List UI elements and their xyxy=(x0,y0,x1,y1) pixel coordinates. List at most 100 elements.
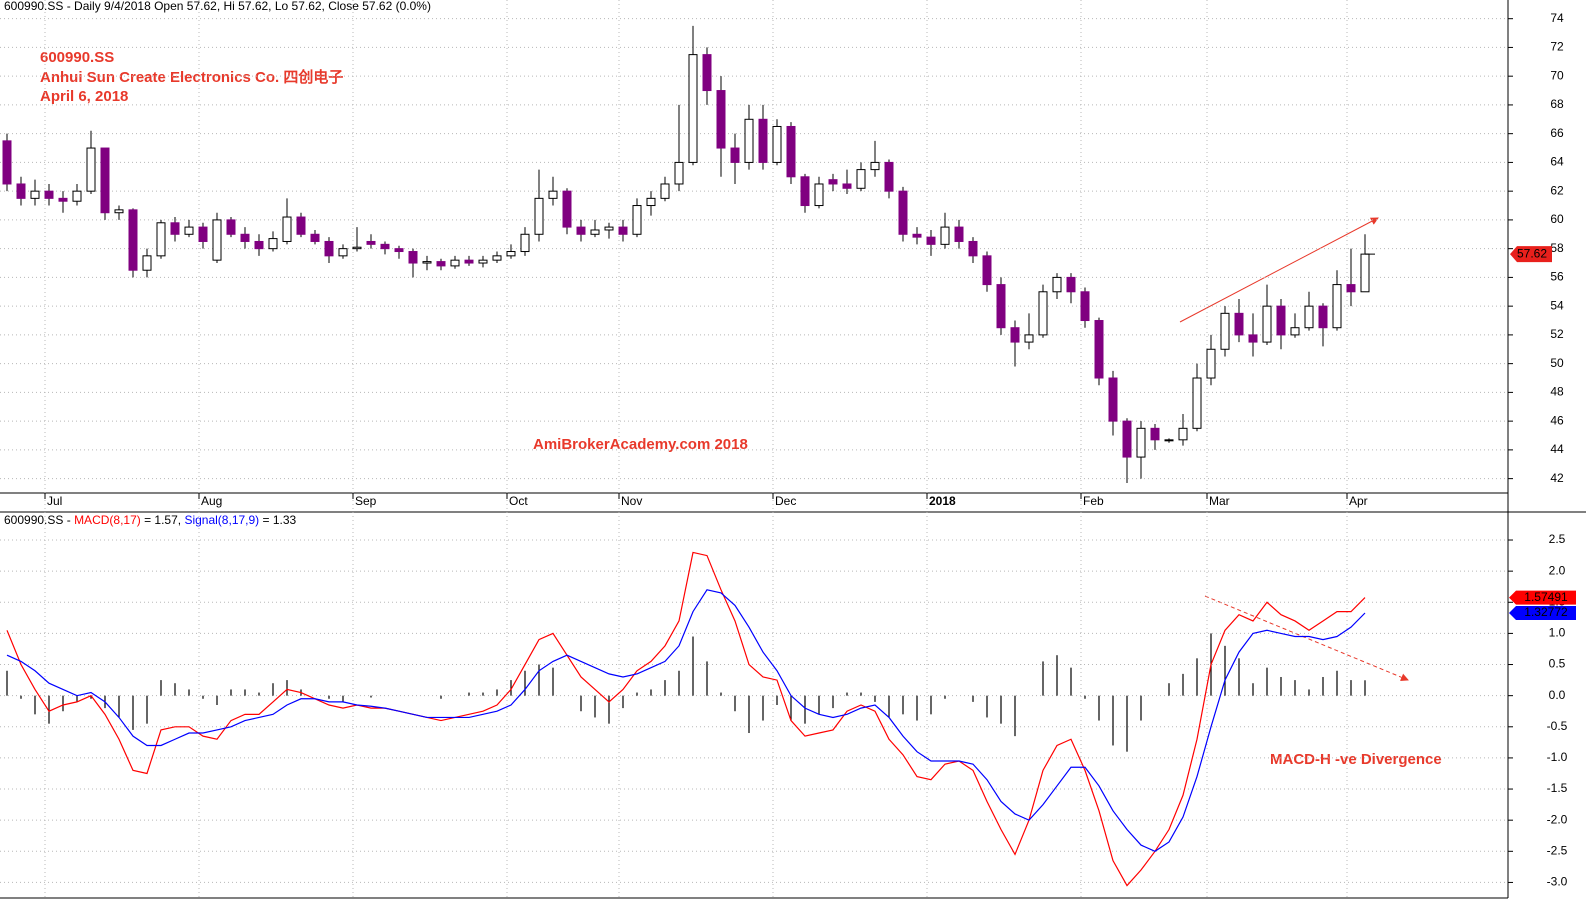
candle-body xyxy=(1304,305,1314,329)
x-tick-label: Apr xyxy=(1349,494,1368,508)
candle-body xyxy=(828,179,838,185)
legend-entry: MACD(8,17) xyxy=(74,513,141,527)
candle-body xyxy=(1192,377,1202,429)
candle-body xyxy=(1136,427,1146,458)
candle-body xyxy=(534,197,544,235)
candle-body xyxy=(632,205,642,235)
x-tick-label: Jul xyxy=(47,494,62,508)
candle-body xyxy=(548,190,558,199)
candle-body xyxy=(702,54,712,92)
candle-body xyxy=(268,238,278,250)
candle-body xyxy=(842,183,852,189)
candle-body xyxy=(114,209,124,214)
candle-body xyxy=(604,226,614,231)
candle-body xyxy=(226,219,236,235)
candle-body xyxy=(380,243,390,250)
candle-body xyxy=(464,259,474,264)
x-tick-label: Mar xyxy=(1209,494,1230,508)
candle-body xyxy=(1052,276,1062,293)
candle-body xyxy=(44,190,54,199)
candle-body xyxy=(1276,305,1286,336)
candle-body xyxy=(730,147,740,163)
candle-body xyxy=(772,125,782,163)
candle-body xyxy=(492,255,502,261)
y-tick-label: 70 xyxy=(1550,68,1564,82)
y-tick-label: 1.0 xyxy=(1549,626,1566,640)
legend-entry: Signal(8,17,9) xyxy=(184,513,259,527)
trend-arrow xyxy=(1204,595,1409,682)
x-tick-label: Feb xyxy=(1083,494,1104,508)
candle-body xyxy=(884,161,894,192)
candle-body xyxy=(520,233,530,253)
y-tick-label: 48 xyxy=(1550,385,1564,399)
y-tick-label: 0.0 xyxy=(1549,688,1566,702)
candle-body xyxy=(338,248,348,257)
y-tick-label: -2.0 xyxy=(1547,812,1568,826)
y-tick-label: 66 xyxy=(1550,126,1564,140)
candle-body xyxy=(1318,305,1328,329)
y-tick-label: 72 xyxy=(1550,40,1564,54)
y-tick-label: 52 xyxy=(1550,327,1564,341)
candle-body xyxy=(660,183,670,199)
candle-body xyxy=(1108,377,1118,422)
candle-body xyxy=(170,222,180,235)
candle-body xyxy=(184,226,194,235)
y-tick-label: 2.0 xyxy=(1549,563,1566,577)
candle-body xyxy=(590,229,600,235)
annotation: Anhui Sun Create Electronics Co. 四创电子 xyxy=(40,68,343,86)
candle-body xyxy=(744,118,754,163)
y-tick-label: 50 xyxy=(1550,356,1564,370)
candle-body xyxy=(1178,427,1188,441)
candle-body xyxy=(1066,276,1076,293)
macd-title: 600990.SS - MACD(8,17) = 1.57, Signal(8,… xyxy=(4,513,297,527)
candle-body xyxy=(100,147,110,214)
candle-body xyxy=(506,251,516,257)
last-value-label: 1.57491 xyxy=(1524,590,1568,604)
candle-body xyxy=(310,233,320,242)
candle-body xyxy=(2,140,12,185)
candle-body xyxy=(436,261,446,267)
y-tick-label: 42 xyxy=(1550,471,1564,485)
y-tick-label: 62 xyxy=(1550,183,1564,197)
candle-body xyxy=(1332,284,1342,329)
trend-arrow xyxy=(1179,217,1379,323)
last-price-label: 57.62 xyxy=(1517,246,1547,260)
y-tick-label: 58 xyxy=(1550,241,1564,255)
y-tick-label: -2.5 xyxy=(1547,843,1568,857)
candle-body xyxy=(408,251,418,264)
candle-body xyxy=(254,240,264,250)
candle-body xyxy=(212,219,222,261)
y-tick-label: 0.5 xyxy=(1549,657,1566,671)
y-tick-label: -0.5 xyxy=(1547,719,1568,733)
candle-body xyxy=(450,259,460,267)
candle-body xyxy=(394,248,404,253)
candle-body xyxy=(240,233,250,242)
annotation: MACD-H -ve Divergence xyxy=(1270,751,1442,768)
last-value-tag xyxy=(1509,606,1516,620)
y-tick-label: 60 xyxy=(1550,212,1564,226)
candle-body xyxy=(954,226,964,242)
candle-body xyxy=(1122,420,1132,458)
candle-body xyxy=(674,161,684,185)
y-tick-label: 74 xyxy=(1550,11,1564,25)
candle-body xyxy=(156,222,166,257)
y-tick-label: 68 xyxy=(1550,97,1564,111)
candle-body xyxy=(716,90,726,149)
y-tick-label: 56 xyxy=(1550,270,1564,284)
candle-body xyxy=(1206,348,1216,379)
last-value-tag xyxy=(1509,590,1516,605)
chart-title: 600990.SS - Daily 9/4/2018 Open 57.62, H… xyxy=(4,0,431,13)
candle-body xyxy=(898,190,908,235)
candle-body xyxy=(198,226,208,242)
candle-body xyxy=(1360,253,1370,293)
candle-body xyxy=(1010,327,1020,343)
y-tick-label: 2.5 xyxy=(1549,532,1566,546)
candle-body xyxy=(282,216,292,242)
annotation: AmiBrokerAcademy.com 2018 xyxy=(533,436,748,453)
candle-body xyxy=(758,118,768,163)
candle-body xyxy=(1248,334,1258,343)
candle-body xyxy=(366,240,376,245)
candle-body xyxy=(72,190,82,202)
line xyxy=(6,551,1366,887)
candle-body xyxy=(1150,427,1160,441)
